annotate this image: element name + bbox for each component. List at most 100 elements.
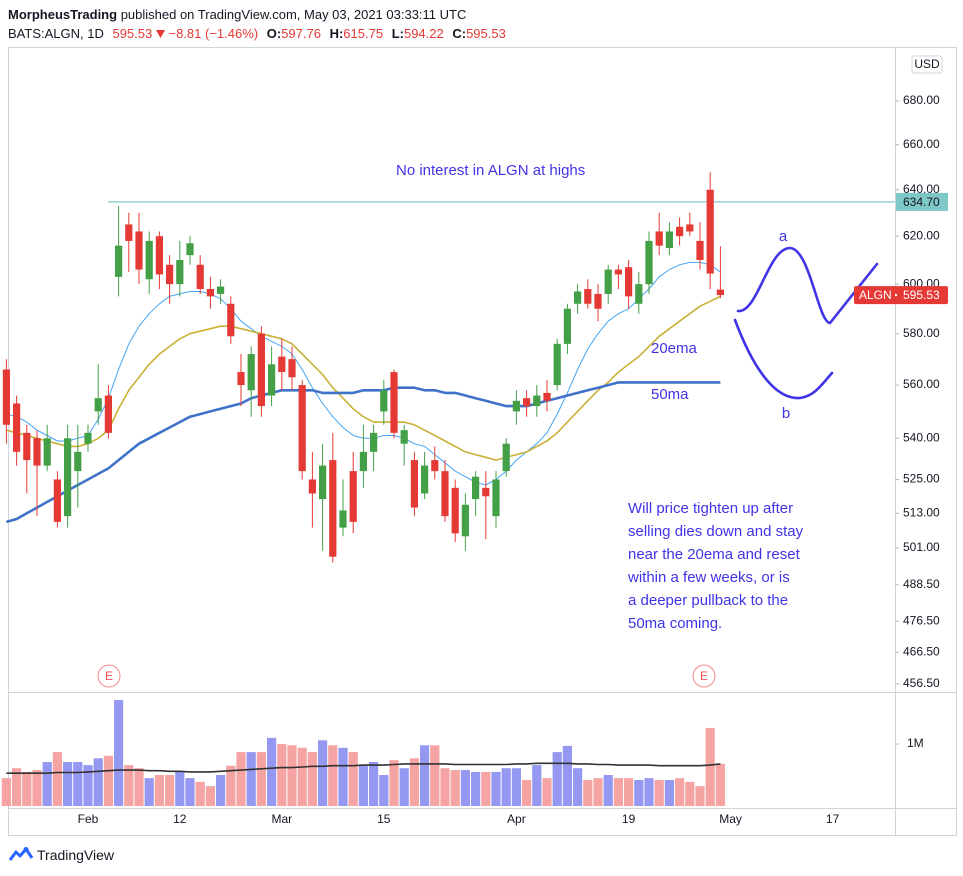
volume-bar — [287, 745, 297, 806]
marks — [1, 172, 895, 806]
high-value: 615.75 — [343, 26, 384, 41]
volume-bar — [491, 771, 501, 806]
open-value: 597.76 — [281, 26, 321, 41]
volume-bar — [1, 778, 11, 806]
volume-bar — [399, 768, 409, 806]
candle-body — [472, 476, 480, 500]
annotation-b: b — [782, 405, 790, 422]
volume-bar — [420, 745, 430, 806]
candle-body — [84, 432, 92, 444]
candle-body — [186, 243, 194, 256]
candle-body — [614, 269, 622, 275]
header-line-2: BATS:ALGN, 1D 595.53 −8.81 (−1.46%) O:59… — [8, 24, 506, 43]
header-line-1: MorpheusTrading published on TradingView… — [8, 5, 506, 24]
volume-bar — [532, 765, 542, 806]
volume-bar — [42, 762, 52, 806]
annotation-title: No interest in ALGN at highs — [396, 162, 585, 179]
candle-body — [247, 354, 255, 391]
candle-body — [155, 236, 163, 275]
candle-body — [635, 284, 643, 304]
volume-bar — [205, 786, 215, 806]
candle-body — [400, 430, 408, 444]
currency: USD — [914, 57, 940, 71]
brand-logo — [8, 847, 34, 861]
annotation-note: Will price tighten up after selling dies… — [627, 500, 804, 632]
candle-body — [359, 451, 367, 472]
volume-bar — [246, 752, 256, 806]
brand: TradingView — [37, 847, 115, 863]
candle-body — [104, 395, 112, 433]
annotation-50ma: 50ma — [651, 386, 689, 403]
candle-body — [625, 267, 633, 297]
candle-body — [237, 372, 245, 386]
volume-bar — [440, 768, 450, 806]
change: −8.81 (−1.46%) — [168, 26, 259, 41]
volume-bar — [613, 778, 623, 806]
candle-body — [115, 245, 123, 277]
field-label: O: — [266, 26, 282, 41]
volume-bar — [52, 752, 62, 806]
volume-bar — [501, 768, 511, 806]
y-tick-label: 488.50 — [903, 577, 940, 591]
field-label: C: — [452, 26, 467, 41]
volume-bar — [165, 775, 175, 806]
candle-body — [665, 231, 673, 249]
candle-body — [2, 369, 10, 425]
published: published on TradingView.com, May 03, 20… — [120, 7, 467, 22]
volume-bar — [389, 760, 399, 806]
volume-bar — [715, 763, 725, 806]
y-tick-label: 501.00 — [903, 540, 940, 554]
candle-body — [43, 438, 51, 466]
candle-body — [196, 264, 204, 290]
candle-body — [217, 286, 225, 294]
volume-bar — [103, 755, 113, 806]
candle-body — [410, 460, 418, 508]
candle-body — [166, 264, 174, 285]
volume-ma-line — [6, 762, 721, 774]
candle-body — [543, 392, 551, 401]
note-line: a deeper pullback to the — [628, 592, 788, 609]
candle-body — [380, 390, 388, 412]
volume-bar — [175, 771, 185, 806]
volume-bar — [267, 737, 277, 806]
resistance-label-box — [896, 192, 948, 211]
candle-body — [135, 231, 143, 270]
earnings-marker — [692, 664, 716, 688]
author: MorpheusTrading — [8, 7, 118, 22]
note-line: selling dies down and stay — [628, 523, 804, 540]
volume-bar — [379, 775, 389, 806]
volume-bar — [144, 778, 154, 806]
volume-tick-label: 1M — [907, 736, 924, 750]
candle-body — [298, 385, 306, 472]
field-label: L: — [391, 26, 404, 41]
ma-line — [6, 381, 721, 524]
resistance-label: 634.70 — [903, 195, 940, 209]
volume-bar — [63, 762, 73, 806]
header: MorpheusTrading published on TradingView… — [8, 5, 506, 43]
volume-bar — [338, 747, 348, 806]
candle-body — [574, 291, 582, 304]
low-value: 594.22 — [403, 26, 444, 41]
volume-bar — [358, 765, 368, 806]
candle-body — [492, 479, 500, 517]
note-line: 50ma coming. — [628, 615, 722, 632]
volume-bar — [124, 765, 134, 806]
volume-bar — [634, 779, 644, 806]
candle-body — [421, 465, 429, 494]
candle-body — [502, 443, 510, 472]
annotation-a: a — [779, 228, 788, 245]
candle-body — [533, 395, 541, 407]
volume-bar — [675, 778, 685, 806]
candle-body — [268, 364, 276, 396]
scenario-a-drawing — [736, 246, 879, 325]
separator-dot — [894, 293, 898, 297]
y-tick-label: 525.00 — [903, 472, 940, 486]
x-tick-label: 12 — [173, 812, 187, 826]
note-line: Will price tighten up after — [628, 500, 793, 517]
candle-body — [206, 289, 214, 297]
volume-bar — [32, 770, 42, 806]
candle-body — [74, 451, 82, 472]
candle-body — [584, 289, 592, 304]
x-tick-label: Apr — [507, 812, 526, 826]
volume-bar — [471, 771, 481, 806]
